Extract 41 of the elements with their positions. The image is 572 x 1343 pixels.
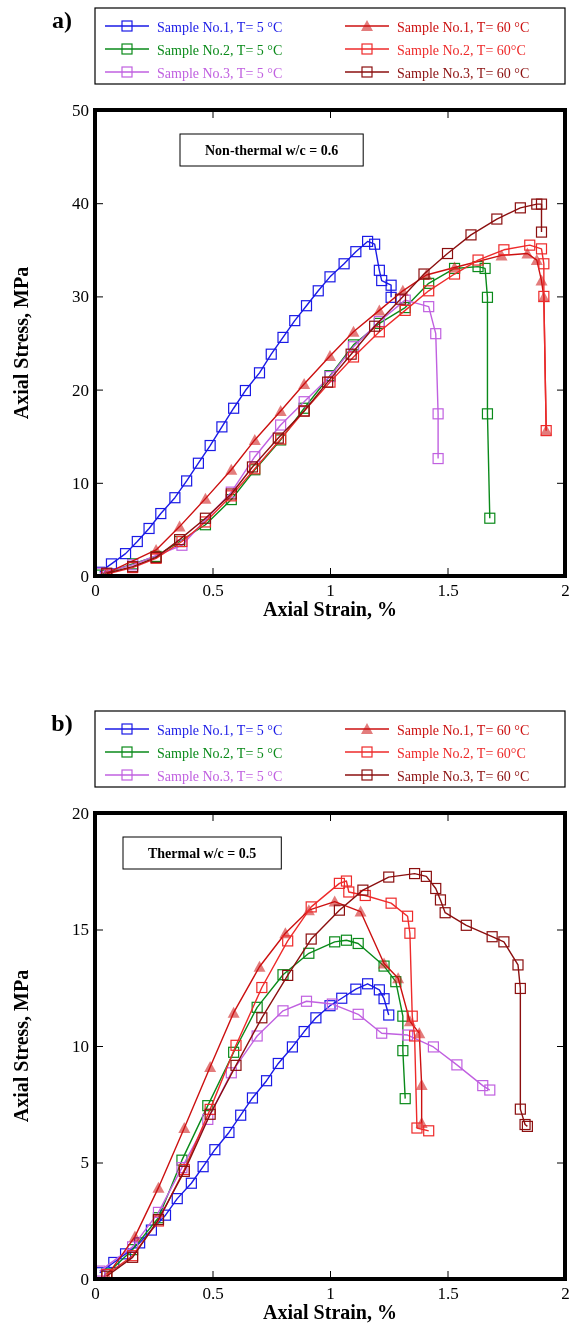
x-tick-label: 0.5 — [202, 581, 224, 601]
x-tick-label: 2 — [561, 581, 570, 601]
legend-label: Sample No.1, T= 5 °C — [157, 20, 283, 35]
y-tick-label: 10 — [72, 473, 89, 493]
legend-label: Sample No.2, T= 5 °C — [157, 43, 283, 58]
y-tick-label: 20 — [72, 803, 89, 823]
x-axis-title: Axial Strain, % — [263, 598, 397, 620]
legend-label: Sample No.3, T= 60 °C — [397, 66, 530, 81]
x-axis-title: Axial Strain, % — [263, 1301, 397, 1323]
annotation: Thermal w/c = 0.5 — [148, 846, 257, 861]
legend-label: Sample No.2, T= 60°C — [397, 746, 526, 761]
legend-label: Sample No.2, T= 60°C — [397, 43, 526, 58]
y-axis-title: Axial Stress, MPa — [10, 266, 32, 420]
legend-label: Sample No.3, T= 5 °C — [157, 66, 283, 81]
x-tick-label: 1 — [326, 1284, 335, 1304]
x-tick-label: 1.5 — [437, 581, 459, 601]
y-tick-label: 20 — [72, 380, 89, 400]
legend-label: Sample No.2, T= 5 °C — [157, 746, 283, 761]
text-box: Non-thermal w/c = 0.6 — [179, 133, 364, 167]
y-tick-label: 10 — [72, 1036, 89, 1056]
y-tick-label: 15 — [72, 920, 89, 940]
y-tick-label: 5 — [80, 1153, 89, 1173]
chart-title: a) — [52, 7, 72, 33]
y-tick-label: 30 — [72, 287, 89, 307]
legend-label: Sample No.3, T= 60 °C — [397, 769, 530, 784]
legend-label: Sample No.1, T= 60 °C — [397, 20, 530, 35]
chart-title: b) — [51, 710, 73, 736]
y-tick-label: 40 — [72, 194, 89, 214]
x-tick-label: 2 — [561, 1284, 570, 1304]
y-axis-title: Axial Stress, MPa — [10, 969, 32, 1123]
x-tick-label: 1.5 — [437, 1284, 459, 1304]
y-tick-label: 0 — [80, 566, 89, 586]
legend-label: Sample No.1, T= 5 °C — [157, 723, 283, 738]
legend-label: Sample No.1, T= 60 °C — [397, 723, 530, 738]
annotation: Non-thermal w/c = 0.6 — [205, 143, 339, 158]
x-tick-label: 1 — [326, 581, 335, 601]
x-tick-label: 0.5 — [202, 1284, 224, 1304]
y-tick-label: 50 — [72, 100, 89, 120]
text-box: Thermal w/c = 0.5 — [122, 836, 282, 870]
y-tick-label: 0 — [80, 1269, 89, 1289]
legend-label: Sample No.3, T= 5 °C — [157, 769, 283, 784]
